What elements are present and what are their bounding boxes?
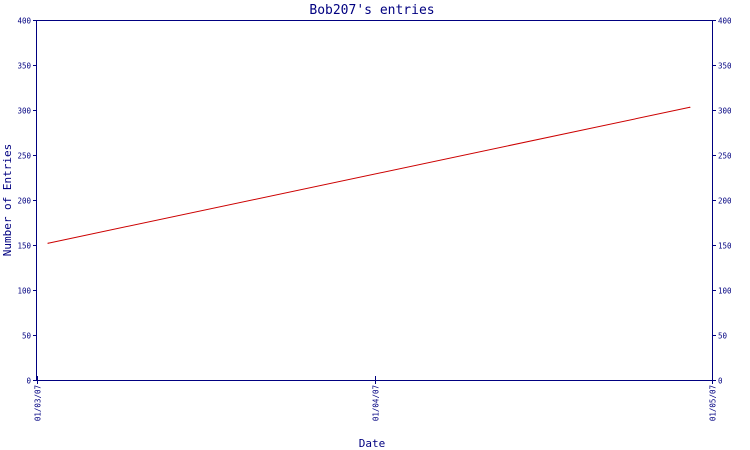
y-tick-label-right: 400 (718, 17, 732, 26)
x-tick-label: 01/04/07 (372, 385, 381, 421)
y-tick-label-right: 150 (718, 242, 732, 251)
y-tick-label-left: 400 (17, 17, 31, 26)
plot-area-frame (36, 20, 713, 381)
y-tick-label-right: 250 (718, 152, 732, 161)
y-tick-label-left: 200 (17, 197, 31, 206)
y-tick-label-right: 350 (718, 62, 732, 71)
series-line (47, 106, 691, 244)
x-axis-label: Date (359, 437, 386, 450)
y-tick-label-left: 300 (17, 107, 31, 116)
x-tick-label: 01/05/07 (709, 385, 718, 421)
y-tick-label-left: 150 (17, 242, 31, 251)
y-tick-label-left: 350 (17, 62, 31, 71)
data-point (47, 242, 49, 244)
y-tick-label-left: 0 (26, 377, 31, 386)
left-y-axis: 0 50 100 150 200 250 300 350 400 (17, 17, 37, 386)
series-layer (47, 106, 691, 244)
x-tick-label: 01/03/07 (34, 385, 43, 421)
y-tick-label-right: 0 (718, 377, 723, 386)
y-tick-label-right: 50 (718, 332, 728, 341)
y-tick-label-left: 250 (17, 152, 31, 161)
right-y-axis: 0 50 100 150 200 250 300 350 400 (712, 17, 732, 386)
y-tick-label-left: 50 (22, 332, 32, 341)
y-tick-label-right: 100 (718, 287, 732, 296)
y-tick-label-right: 200 (718, 197, 732, 206)
chart-title: Bob207's entries (309, 3, 434, 18)
y-axis-label: Number of Entries (1, 144, 14, 257)
y-tick-label-left: 100 (17, 287, 31, 296)
data-point (689, 106, 691, 108)
y-tick-label-right: 300 (718, 107, 732, 116)
x-axis: 01/03/07 01/04/07 01/05/07 (34, 376, 718, 421)
